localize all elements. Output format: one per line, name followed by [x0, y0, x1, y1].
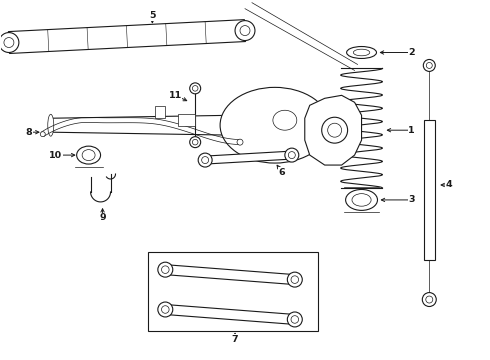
Ellipse shape: [237, 139, 243, 145]
Ellipse shape: [0, 32, 19, 53]
Ellipse shape: [353, 49, 370, 56]
Ellipse shape: [158, 262, 173, 277]
Ellipse shape: [76, 146, 100, 164]
Ellipse shape: [198, 153, 212, 167]
Bar: [148, 252, 318, 332]
Ellipse shape: [291, 276, 298, 283]
Text: 11: 11: [169, 91, 182, 100]
Polygon shape: [305, 95, 362, 165]
Polygon shape: [424, 120, 435, 260]
Ellipse shape: [352, 194, 371, 206]
Ellipse shape: [240, 26, 250, 36]
Text: 5: 5: [149, 11, 156, 20]
Ellipse shape: [426, 62, 432, 68]
Ellipse shape: [345, 189, 377, 210]
Ellipse shape: [48, 114, 54, 136]
Text: 10: 10: [49, 150, 62, 159]
Text: 4: 4: [446, 180, 453, 189]
Ellipse shape: [288, 152, 295, 159]
Ellipse shape: [322, 117, 347, 143]
Polygon shape: [165, 265, 295, 285]
Ellipse shape: [285, 148, 299, 162]
Ellipse shape: [346, 46, 376, 58]
Ellipse shape: [287, 272, 302, 287]
Ellipse shape: [162, 266, 169, 274]
Ellipse shape: [162, 306, 169, 313]
Ellipse shape: [202, 157, 209, 163]
Ellipse shape: [82, 150, 95, 161]
Polygon shape: [155, 106, 165, 118]
Polygon shape: [51, 114, 295, 136]
Polygon shape: [205, 151, 292, 164]
Ellipse shape: [158, 302, 173, 317]
Ellipse shape: [190, 137, 201, 148]
Ellipse shape: [287, 312, 302, 327]
Ellipse shape: [220, 87, 330, 163]
Ellipse shape: [426, 296, 433, 303]
Polygon shape: [8, 20, 245, 54]
Polygon shape: [178, 114, 195, 126]
Text: 3: 3: [408, 195, 415, 204]
Ellipse shape: [235, 21, 255, 41]
Ellipse shape: [40, 132, 45, 137]
Ellipse shape: [291, 316, 298, 323]
Text: 2: 2: [408, 48, 415, 57]
Ellipse shape: [328, 123, 342, 137]
Text: 9: 9: [99, 213, 106, 222]
Polygon shape: [165, 305, 295, 324]
Ellipse shape: [193, 86, 198, 91]
Text: 8: 8: [25, 128, 32, 137]
Text: 1: 1: [408, 126, 415, 135]
Ellipse shape: [190, 83, 201, 94]
Ellipse shape: [422, 293, 436, 306]
Ellipse shape: [423, 59, 435, 71]
Text: 7: 7: [232, 335, 238, 344]
Ellipse shape: [273, 110, 297, 130]
Ellipse shape: [4, 37, 14, 48]
Text: 6: 6: [278, 167, 285, 176]
Ellipse shape: [193, 139, 198, 145]
